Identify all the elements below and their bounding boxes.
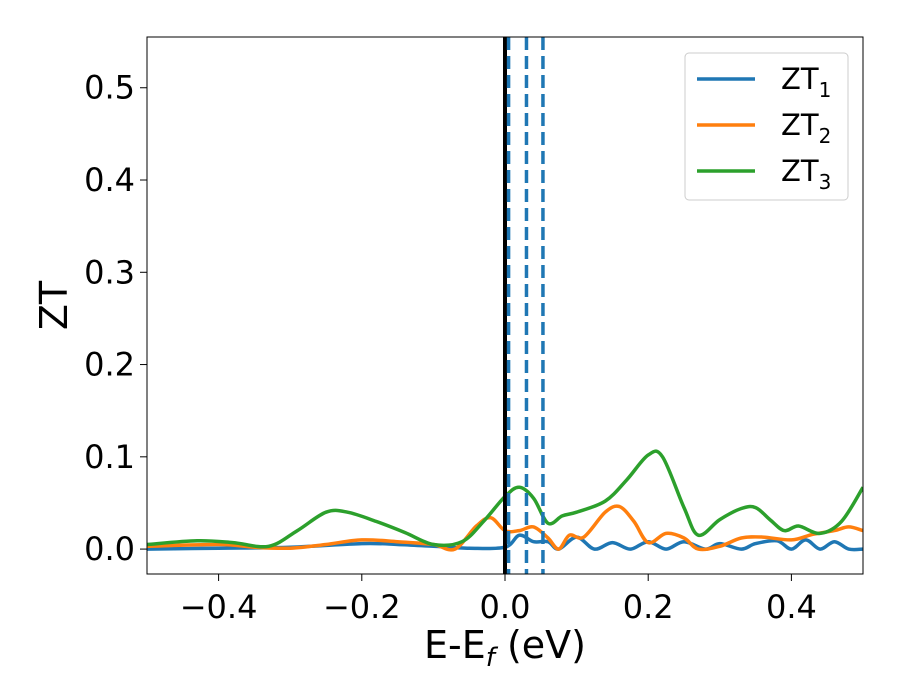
x-axis-title-unit: (eV) (495, 623, 586, 667)
x-tick-label: −0.2 (323, 588, 401, 626)
y-tick-label: 0.0 (84, 530, 135, 568)
x-tick-label: 0.0 (480, 588, 531, 626)
plot-lines (147, 37, 863, 574)
y-tick-label: 0.4 (84, 161, 135, 199)
legend-label-3: ZT3 (781, 154, 831, 194)
y-axis-title: ZT (32, 280, 76, 330)
y-tick-label: 0.1 (84, 438, 135, 476)
y-tick-label: 0.5 (84, 69, 135, 107)
x-tick-label: 0.4 (766, 588, 817, 626)
x-tick-label: 0.2 (623, 588, 674, 626)
legend-box (684, 52, 849, 201)
legend-label-1: ZT1 (781, 62, 831, 102)
series-line-3 (147, 449, 863, 549)
legend-label-2: ZT2 (781, 108, 831, 148)
x-tick-label: −0.4 (180, 588, 258, 626)
series-line-2 (147, 504, 863, 552)
x-axis-title-main: E-E (424, 623, 486, 667)
axis-ticks: −0.4 −0.2 0.0 0.2 0.4 0.0 0.1 0.2 0.3 0.4 0.5 (84, 69, 817, 626)
y-tick-label: 0.2 (84, 346, 135, 384)
legend: ZT1 ZT2 ZT3 (684, 52, 849, 201)
series-line-1 (147, 533, 863, 552)
x-axis-title: E-Ef (eV) (424, 623, 586, 673)
y-tick-label: 0.3 (84, 253, 135, 291)
